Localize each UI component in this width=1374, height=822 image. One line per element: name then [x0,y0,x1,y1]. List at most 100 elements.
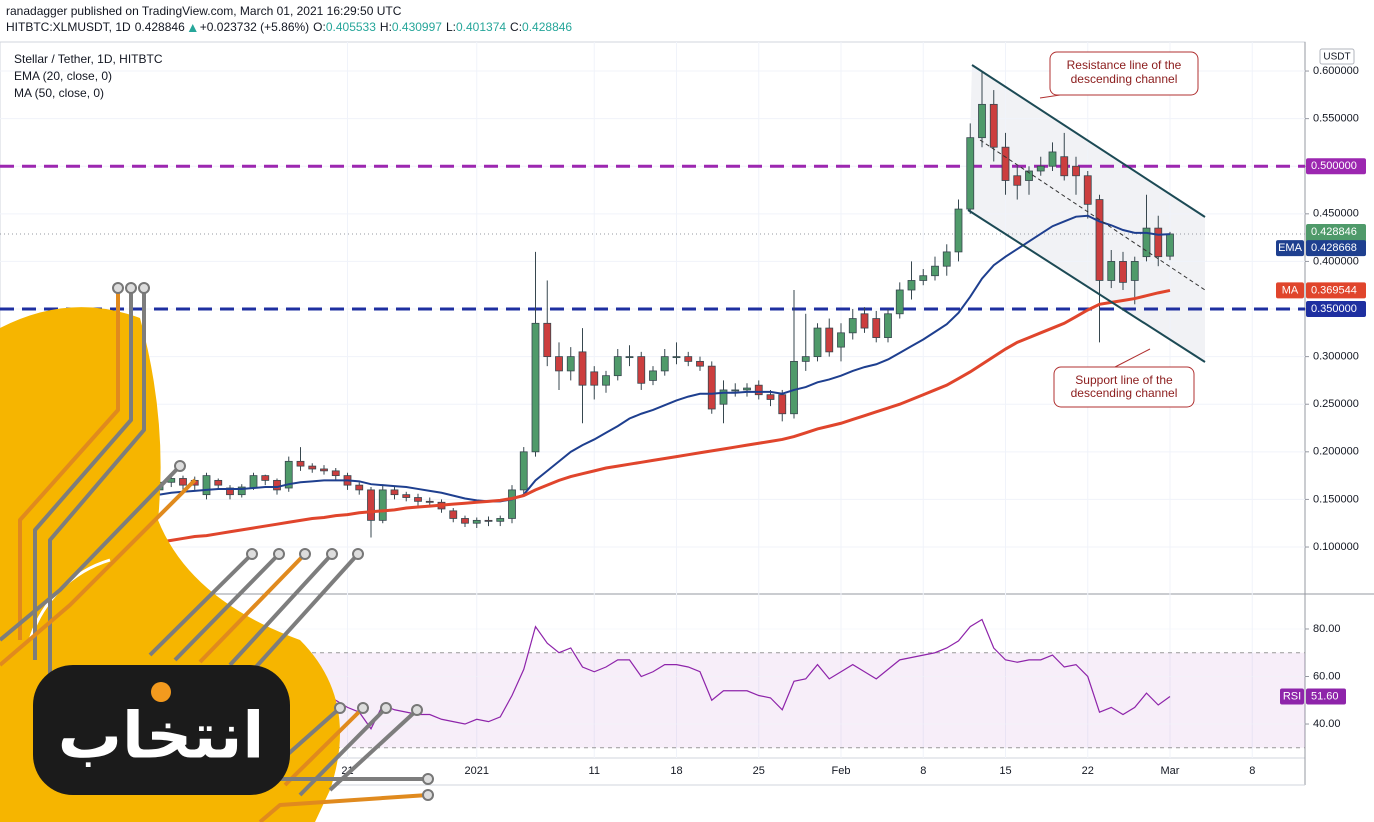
circuit-trace [198,552,307,664]
annotation: descending channel [1071,72,1178,86]
circuit-node [125,282,137,294]
candle-body [754,384,763,396]
y-tick-label: 0.450000 [1313,208,1359,220]
circuit-trace [258,793,429,822]
circuit-node [326,548,338,560]
axis-tag-label: 0.500000 [1311,160,1357,172]
ohlc-value: 0.428846 [522,20,572,34]
y-tick-label: 0.300000 [1313,351,1359,363]
y-tick-label: 0.400000 [1313,255,1359,267]
candle-body [954,208,963,253]
logo: انتخاب [0,282,434,822]
channel-midline [979,139,1206,291]
candle-body [296,460,305,467]
candle-body [284,460,293,489]
candle-body [884,313,892,338]
x-tick-label: 21 [341,765,353,777]
circuit-trace [173,552,281,662]
chart-title: Stellar / Tether, 1D, HITBTC [14,52,163,66]
candle-body [731,389,740,392]
ohlc-label: O: [313,20,326,34]
y-tick-label: 60.00 [1313,670,1341,682]
logo-box [33,665,290,795]
circuit-trace [0,478,197,667]
annotation-pointer [1039,94,1061,99]
candle-body [672,356,681,359]
circuit-trace [283,706,365,787]
currency-box [1319,48,1355,65]
series-tag [1280,688,1304,705]
candle-body [825,327,834,353]
candle-body [496,518,505,522]
y-tick-label: 0.550000 [1313,113,1359,125]
up-arrow [188,24,197,32]
axis-tag [1306,301,1366,318]
axis-tag [1306,688,1346,705]
circuit-node [299,548,311,560]
candle-body [331,470,340,477]
circuit-node [422,789,434,801]
circuit-trace [18,290,120,640]
candle-body [555,356,563,372]
candle-body [660,356,669,372]
series-tag [1276,282,1304,299]
candle-body [942,251,951,267]
candle-body [1119,261,1127,283]
ohlc-value: 0.430997 [392,20,442,34]
axis-tag-label: 0.350000 [1311,303,1357,315]
legend-entry: EMA (20, close, 0) [14,69,112,83]
axis-tag [1306,240,1366,257]
legend-entry: MA (50, close, 0) [14,86,104,100]
circuit-node [112,282,124,294]
x-tick-label: 8 [920,765,926,777]
symbol-line: HITBTC:XLMUSDT, 1D 0.428846 +0.023732 (+5.… [6,20,572,34]
candle-body [378,489,387,521]
currency: USDT [1323,52,1350,63]
circuit-node [138,282,150,294]
circuit-node [411,704,423,716]
candle-body [308,465,317,470]
annotation: Resistance line of the [1067,58,1182,72]
bitcoin-icon [151,682,171,702]
y-tick-label: 0.600000 [1313,65,1359,77]
annotation: Support line of the [1075,373,1173,387]
candle-body [837,332,845,348]
candle-body [566,356,575,372]
axis-tag-label: 0.428668 [1311,242,1357,254]
circuit-node [273,548,285,560]
axis-tag-label: 0.369544 [1311,284,1357,296]
last-price-tag: 0.428846 [1311,226,1357,238]
candle-body [484,519,493,522]
circuit-trace [48,290,146,680]
candle-body [860,313,869,329]
logo-circuit [0,290,429,822]
candle-body [273,479,281,491]
circuit-trace [148,552,254,657]
candle-body [1154,227,1163,258]
annotation: descending channel [1071,386,1178,400]
series-tag [1276,240,1304,257]
candle-body [1072,165,1080,177]
candle-body [390,489,399,496]
candle-body [202,475,211,496]
candle-body [931,265,939,277]
support-line [967,209,1206,363]
axis-tag [1306,282,1366,299]
ohlc-value: 0.405533 [326,20,376,34]
circuit-nodes [112,282,434,801]
circuit-node [357,702,369,714]
candle-body [1060,156,1069,177]
candle-body [425,500,434,503]
candle-body [519,451,528,491]
candle-body [602,375,610,386]
series-tag-label: RSI [1283,690,1301,702]
indicator-line [159,288,1171,544]
circuit-node [174,460,186,472]
candle-body [637,356,646,384]
x-tick-label: Mar [1161,765,1180,777]
candle-body [1025,170,1033,181]
publisher: ranadagger published on TradingView.com,… [6,4,402,18]
candle-body [989,103,998,148]
candle-body [743,387,751,391]
candle-body [790,360,798,415]
